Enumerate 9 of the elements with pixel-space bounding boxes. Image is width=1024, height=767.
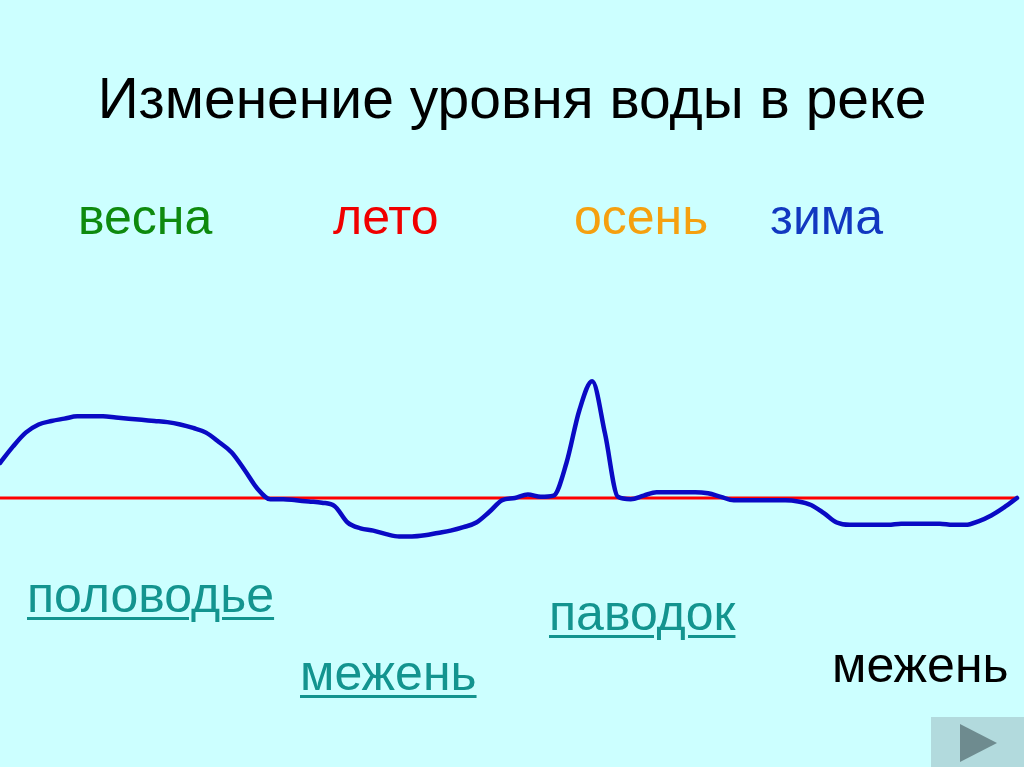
text: весна [78, 189, 213, 245]
text: межень [300, 645, 477, 701]
chart-title: Изменение уровня воды в реке [96, 66, 928, 130]
text: паводок [549, 585, 736, 641]
text: зима [770, 189, 884, 245]
text: лето [333, 189, 439, 245]
text: осень [574, 189, 709, 245]
text: межень [832, 637, 1009, 693]
text: половодье [27, 567, 275, 623]
